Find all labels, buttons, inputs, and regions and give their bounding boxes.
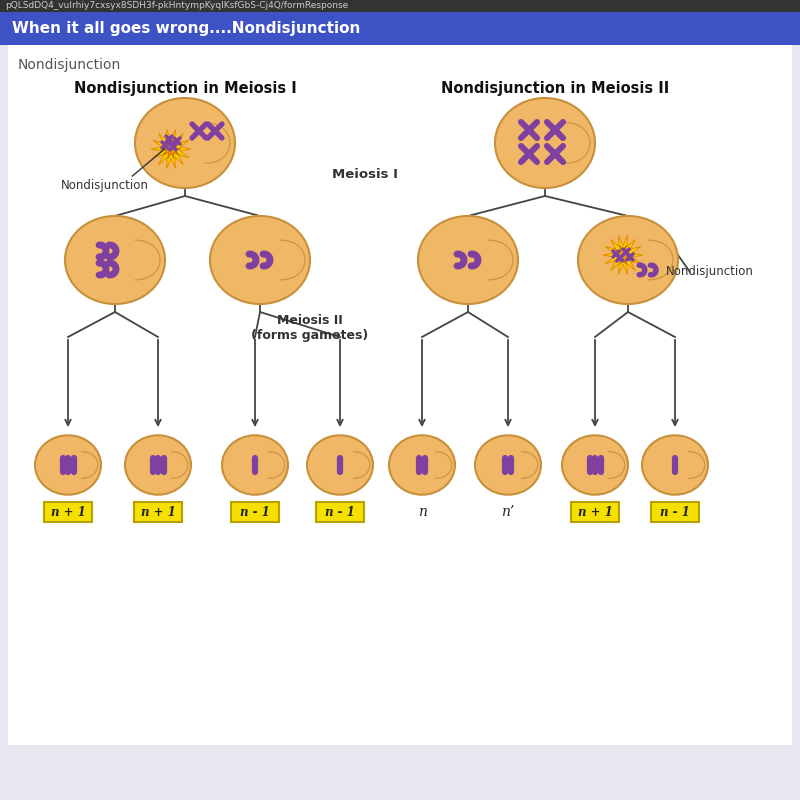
Polygon shape (603, 235, 643, 274)
Text: Nondisjunction: Nondisjunction (61, 178, 149, 191)
Text: Nondisjunction in Meiosis I: Nondisjunction in Meiosis I (74, 81, 296, 95)
Ellipse shape (210, 216, 310, 304)
Text: n - 1: n - 1 (325, 506, 355, 518)
FancyBboxPatch shape (134, 502, 182, 522)
Ellipse shape (495, 98, 595, 188)
Text: Nondisjunction in Meiosis II: Nondisjunction in Meiosis II (441, 81, 669, 95)
FancyBboxPatch shape (44, 502, 92, 522)
FancyBboxPatch shape (0, 12, 800, 45)
Ellipse shape (65, 216, 165, 304)
Ellipse shape (389, 435, 455, 494)
Text: n - 1: n - 1 (660, 506, 690, 518)
Text: n’: n’ (502, 505, 514, 519)
FancyBboxPatch shape (8, 45, 792, 745)
Text: n + 1: n + 1 (50, 506, 86, 518)
Text: Nondisjunction: Nondisjunction (666, 266, 754, 278)
Text: When it all goes wrong....Nondisjunction: When it all goes wrong....Nondisjunction (12, 22, 360, 37)
Ellipse shape (418, 216, 518, 304)
Ellipse shape (307, 435, 373, 494)
Ellipse shape (135, 98, 235, 188)
Text: n - 1: n - 1 (240, 506, 270, 518)
Text: pQLSdDQ4_vulrhiy7cxsyx8SDH3f-pkHntympKyqIKsfGbS-Cj4Q/formResponse: pQLSdDQ4_vulrhiy7cxsyx8SDH3f-pkHntympKyq… (5, 2, 348, 10)
Text: Meiosis I: Meiosis I (332, 169, 398, 182)
Text: n: n (418, 505, 426, 519)
Text: Nondisjunction: Nondisjunction (18, 58, 122, 72)
Ellipse shape (222, 435, 288, 494)
Polygon shape (151, 130, 191, 169)
FancyBboxPatch shape (571, 502, 619, 522)
Ellipse shape (475, 435, 541, 494)
Ellipse shape (35, 435, 101, 494)
FancyBboxPatch shape (0, 0, 800, 12)
FancyBboxPatch shape (231, 502, 279, 522)
Ellipse shape (642, 435, 708, 494)
FancyBboxPatch shape (316, 502, 364, 522)
Polygon shape (161, 139, 181, 158)
Text: n + 1: n + 1 (578, 506, 612, 518)
Ellipse shape (578, 216, 678, 304)
Ellipse shape (562, 435, 628, 494)
Ellipse shape (125, 435, 191, 494)
Text: Meiosis II
(forms gametes): Meiosis II (forms gametes) (251, 314, 369, 342)
Polygon shape (613, 246, 633, 265)
FancyBboxPatch shape (651, 502, 699, 522)
Text: n + 1: n + 1 (141, 506, 175, 518)
